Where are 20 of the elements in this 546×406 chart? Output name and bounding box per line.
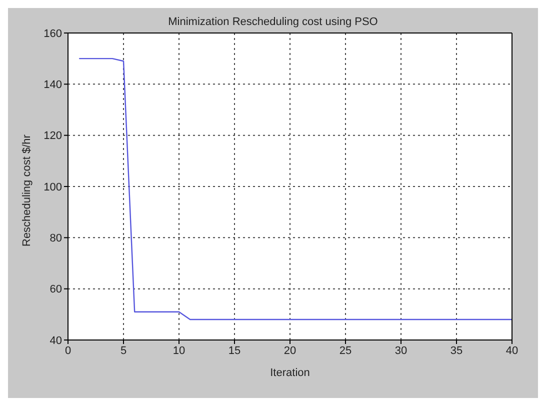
y-tick-label: 80 <box>50 232 62 245</box>
chart-title: Minimization Rescheduling cost using PSO <box>167 16 379 28</box>
x-tick-label: 15 <box>228 344 241 357</box>
x-axis-title: Iteration <box>270 367 310 379</box>
line-series <box>78 58 512 320</box>
x-tick-label: 20 <box>284 344 296 357</box>
x-tick-label: 25 <box>339 344 352 357</box>
x-tick-label: 0 <box>64 344 72 357</box>
x-tick-label: 30 <box>394 344 408 357</box>
x-tick-label: 10 <box>172 344 186 357</box>
y-tick-label: 140 <box>44 79 62 92</box>
y-tick-label: 40 <box>50 334 62 347</box>
y-tick-label: 160 <box>44 28 62 40</box>
y-axis-title: Rescheduling cost $/hr <box>20 134 33 246</box>
y-tick-label: 60 <box>50 284 62 296</box>
y-tick-label: 100 <box>44 181 62 194</box>
x-tick-label: 5 <box>120 344 127 357</box>
y-tick-label: 120 <box>44 130 62 142</box>
x-tick-label: 35 <box>450 344 463 357</box>
x-tick-label: 40 <box>506 344 518 357</box>
